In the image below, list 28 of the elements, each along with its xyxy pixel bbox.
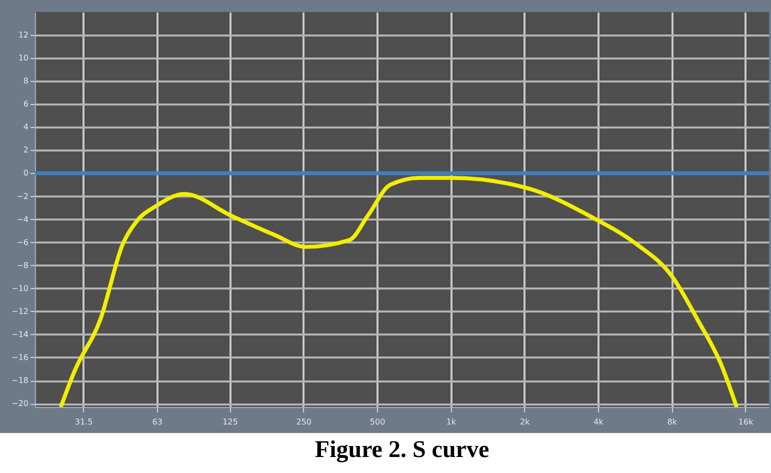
x-tick-label: 1k [446,418,456,426]
y-tick-label: −18 [12,376,28,386]
y-tick-label: 4 [23,122,28,132]
y-tick-label: −12 [12,306,28,316]
x-tick-label: 63 [152,418,163,426]
x-tick-label: 500 [370,418,386,426]
y-tick-label: −4 [16,214,28,224]
y-tick-label: 8 [23,76,28,86]
y-tick-label: −20 [12,399,28,408]
y-tick-label: 2 [23,146,28,155]
y-tick-label: 12 [18,30,28,40]
x-tick-label: 31.5 [74,418,93,426]
text: Figure 2. S curve [314,437,490,463]
y-tick-label: 10 [18,54,28,63]
y-tick-label: −2 [16,192,28,201]
y-tick-label: −14 [12,330,28,339]
y-tick-label: −10 [12,284,28,293]
x-tick-label: 2k [520,418,530,426]
y-tick-label: 6 [23,100,28,109]
y-tick-label: −8 [16,260,28,270]
x-tick-label: 250 [296,418,312,426]
x-tick-label: 16k [738,418,754,426]
x-tick-label: 8k [667,418,678,426]
x-tick-label: 125 [222,418,238,426]
y-tick-label: 0 [23,168,28,178]
y-tick-label: −6 [16,238,28,247]
y-tick-label: −16 [12,352,28,362]
x-tick-label: 4k [594,418,604,426]
